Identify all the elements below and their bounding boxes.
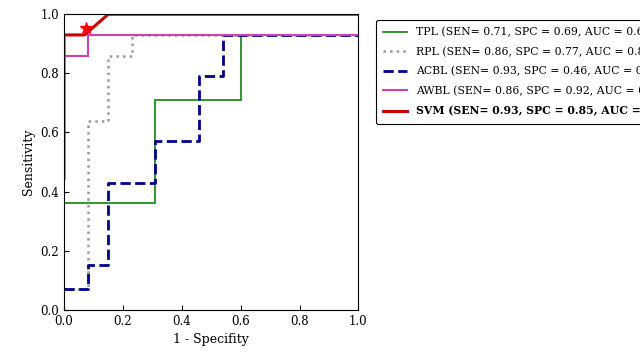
X-axis label: 1 - Specifity: 1 - Specifity [173, 333, 249, 346]
Y-axis label: Sensitivity: Sensitivity [22, 129, 35, 195]
Legend: TPL (SEN= 0.71, SPC = 0.69, AUC = 0.68), RPL (SEN= 0.86, SPC = 0.77, AUC = 0.81): TPL (SEN= 0.71, SPC = 0.69, AUC = 0.68),… [376, 20, 640, 124]
